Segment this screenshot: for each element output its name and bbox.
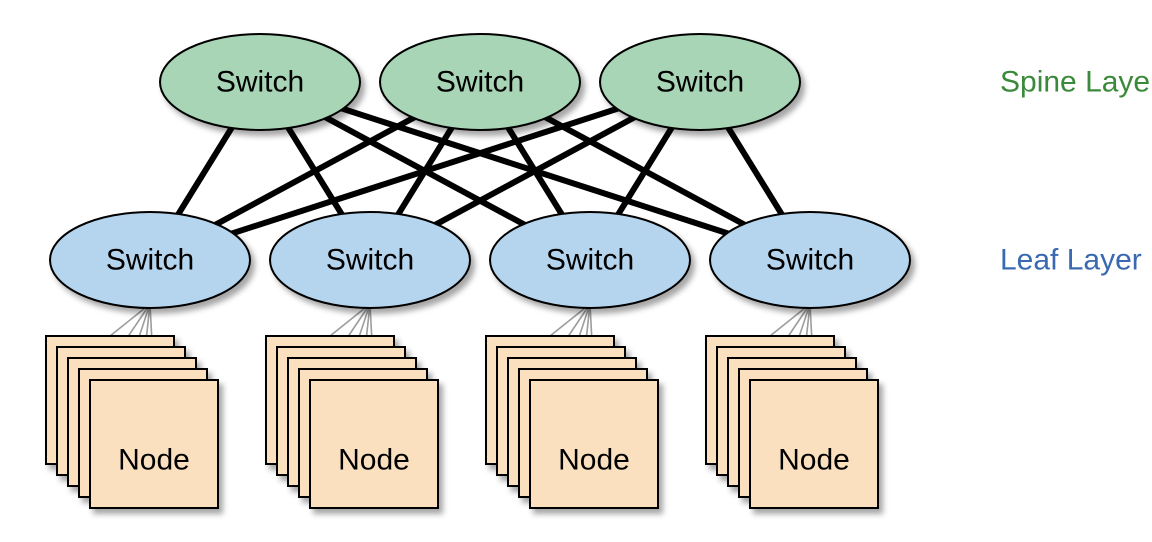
spine-switch-label: Switch (436, 66, 524, 99)
node-stack: Node (266, 336, 438, 508)
leaf-switch: Switch (710, 212, 910, 308)
leaf-switch-label: Switch (546, 244, 634, 277)
leaf-switch-label: Switch (766, 244, 854, 277)
node-stack: Node (46, 336, 218, 508)
node-label: Node (778, 444, 850, 477)
spine-layer-label: Spine Layer (1000, 66, 1152, 99)
node-label: Node (558, 444, 630, 477)
spine-switch-label: Switch (216, 66, 304, 99)
node-label: Node (338, 444, 410, 477)
node-label: Node (118, 444, 190, 477)
node-stack: Node (486, 336, 658, 508)
spine-switch: Switch (380, 34, 580, 130)
leaf-layer-label: Leaf Layer (1000, 244, 1142, 277)
node-groups: Node Node Node Node (46, 336, 878, 508)
spine-switch-label: Switch (656, 66, 744, 99)
node-stack: Node (706, 336, 878, 508)
spine-layer: Switch Switch Switch (160, 34, 800, 130)
spine-switch: Switch (160, 34, 360, 130)
leaf-switch: Switch (490, 212, 690, 308)
leaf-switch-label: Switch (106, 244, 194, 277)
spine-switch: Switch (600, 34, 800, 130)
leaf-switch: Switch (270, 212, 470, 308)
leaf-layer: Switch Switch Switch Switch (50, 212, 910, 308)
leaf-switch: Switch (50, 212, 250, 308)
leaf-switch-label: Switch (326, 244, 414, 277)
